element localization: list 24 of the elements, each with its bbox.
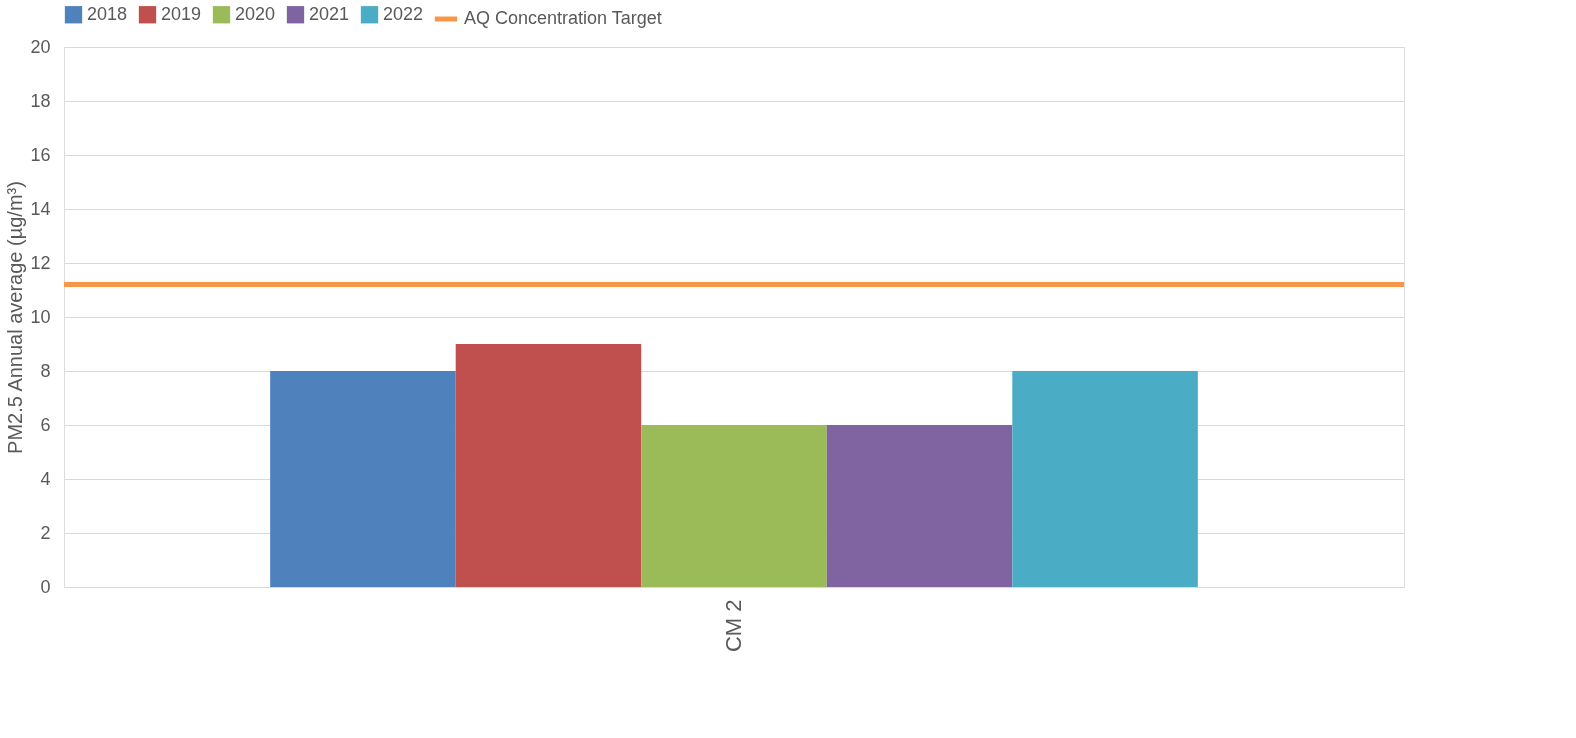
- bar: [826, 425, 1013, 587]
- legend-label: 2021: [309, 3, 350, 24]
- legend-label: 2018: [87, 3, 128, 24]
- bar: [1012, 371, 1198, 587]
- y-tick-label: 4: [40, 468, 51, 489]
- y-tick-label: 6: [40, 414, 51, 435]
- y-tick-label: 20: [30, 36, 51, 57]
- legend-label: AQ Concentration Target: [464, 8, 662, 28]
- y-tick-label: 12: [30, 252, 51, 273]
- x-tick-label: CM 2: [721, 599, 746, 653]
- bar: [455, 344, 642, 587]
- bar: [641, 425, 827, 587]
- y-tick-label: 10: [30, 306, 51, 327]
- bar: [270, 371, 456, 587]
- y-tick-label: 0: [40, 576, 51, 597]
- y-tick-label: 18: [30, 90, 51, 111]
- y-tick-label: 14: [30, 198, 51, 219]
- y-tick-label: 16: [30, 144, 51, 165]
- legend-label: 2022: [383, 3, 424, 24]
- y-tick-label: 2: [40, 522, 51, 543]
- legend-label: 2020: [235, 3, 276, 24]
- legend-label: 2019: [161, 3, 202, 24]
- y-tick-label: 8: [40, 360, 51, 381]
- y-axis-title: PM2.5 Annual average (µg/m³): [4, 181, 27, 454]
